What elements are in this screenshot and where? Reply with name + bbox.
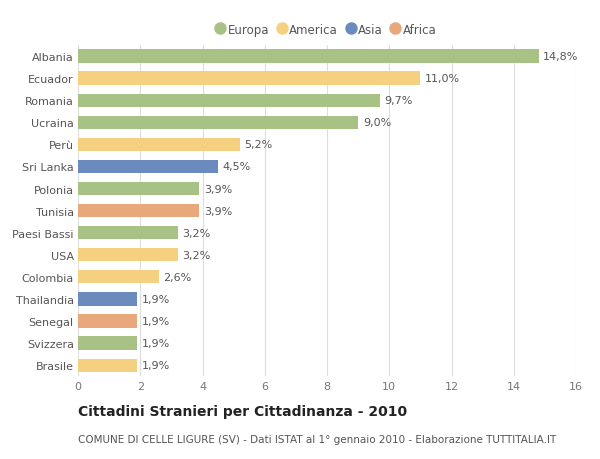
Text: 4,5%: 4,5% — [223, 162, 251, 172]
Legend: Europa, America, Asia, Africa: Europa, America, Asia, Africa — [212, 19, 442, 41]
Text: COMUNE DI CELLE LIGURE (SV) - Dati ISTAT al 1° gennaio 2010 - Elaborazione TUTTI: COMUNE DI CELLE LIGURE (SV) - Dati ISTAT… — [78, 434, 556, 444]
Text: 3,9%: 3,9% — [204, 206, 232, 216]
Text: 1,9%: 1,9% — [142, 338, 170, 348]
Bar — [78, 161, 218, 174]
Bar — [78, 359, 137, 372]
Text: 14,8%: 14,8% — [544, 52, 578, 62]
Text: 1,9%: 1,9% — [142, 294, 170, 304]
Bar — [78, 73, 421, 85]
Text: Cittadini Stranieri per Cittadinanza - 2010: Cittadini Stranieri per Cittadinanza - 2… — [78, 404, 407, 418]
Bar — [78, 205, 199, 218]
Text: 1,9%: 1,9% — [142, 360, 170, 370]
Text: 5,2%: 5,2% — [245, 140, 273, 150]
Bar — [78, 227, 178, 240]
Bar — [78, 293, 137, 306]
Bar — [78, 139, 240, 151]
Bar — [78, 95, 380, 107]
Text: 3,2%: 3,2% — [182, 228, 211, 238]
Text: 3,9%: 3,9% — [204, 184, 232, 194]
Text: 2,6%: 2,6% — [164, 272, 192, 282]
Text: 1,9%: 1,9% — [142, 316, 170, 326]
Text: 3,2%: 3,2% — [182, 250, 211, 260]
Bar — [78, 117, 358, 129]
Text: 9,0%: 9,0% — [363, 118, 391, 128]
Bar — [78, 337, 137, 350]
Text: 11,0%: 11,0% — [425, 74, 460, 84]
Bar — [78, 183, 199, 196]
Bar — [78, 271, 159, 284]
Bar — [78, 249, 178, 262]
Bar — [78, 315, 137, 328]
Text: 9,7%: 9,7% — [385, 96, 413, 106]
Bar — [78, 50, 539, 63]
